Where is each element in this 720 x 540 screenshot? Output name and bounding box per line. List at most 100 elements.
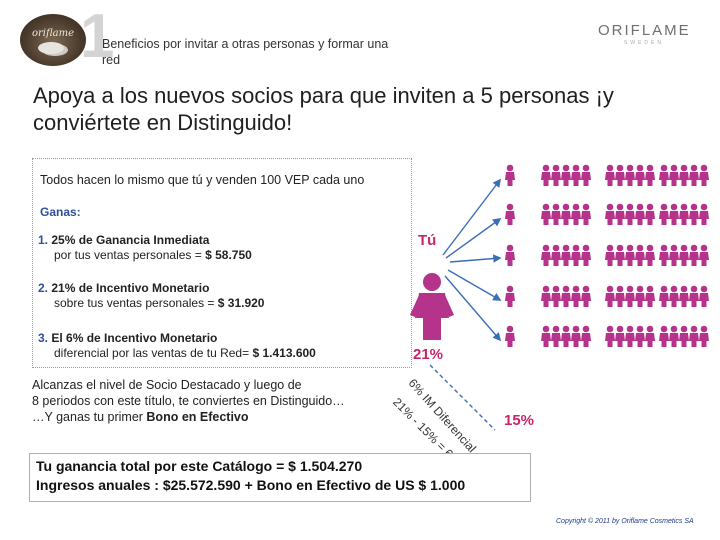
arrow-to-partner-4	[447, 269, 502, 301]
partner-figure	[551, 244, 561, 266]
partner-figure	[581, 164, 591, 186]
partner-figure	[669, 285, 679, 307]
partner-figure	[699, 164, 709, 186]
main-title: Apoya a los nuevos socios para que invit…	[33, 83, 614, 135]
earning-item-number: 1.	[38, 233, 49, 247]
partner-figure	[505, 244, 515, 266]
percent-21-label: 21%	[413, 346, 444, 363]
partner-figure	[699, 285, 709, 307]
partner-figure	[625, 164, 635, 186]
partner-figure	[659, 285, 669, 307]
partner-figure	[571, 325, 581, 347]
achievement-line-3: …Y ganas tu primer	[32, 410, 147, 424]
partner-figure	[541, 325, 551, 347]
arrow-to-partner-2	[445, 218, 502, 259]
partner-figure	[669, 203, 679, 225]
earning-item-title: 21% de Incentivo Monetario	[51, 281, 210, 295]
partner-figure	[615, 325, 625, 347]
achievement-line-2: 8 periodos con este título, te convierte…	[32, 394, 345, 408]
partner-figure	[581, 203, 591, 225]
slide-header-title: Beneficios por invitar a otras personas …	[102, 37, 389, 67]
total-catalog-earnings: Tu ganancia total por este Catálogo = $ …	[36, 458, 363, 474]
partner-figure	[505, 325, 515, 347]
partner-figure	[605, 203, 615, 225]
cash-bonus-text: Bono en Efectivo	[146, 410, 249, 424]
partner-figure	[635, 203, 645, 225]
partner-figure	[679, 164, 689, 186]
partner-figure	[699, 244, 709, 266]
partner-figure	[659, 164, 669, 186]
partner-figure	[605, 285, 615, 307]
partner-figure	[659, 244, 669, 266]
earnings-box-outline	[32, 158, 412, 368]
partner-figure	[645, 325, 655, 347]
partner-figure	[659, 325, 669, 347]
earnings-heading: Ganas:	[40, 205, 81, 219]
partner-figure	[699, 203, 709, 225]
partner-row-3	[505, 244, 709, 266]
partner-figure	[605, 325, 615, 347]
partner-figure	[689, 244, 699, 266]
partner-figure	[645, 244, 655, 266]
you-label: Tú	[418, 232, 437, 249]
earning-item-3: 3. El 6% de Incentivo Monetario diferenc…	[38, 331, 316, 361]
partner-figure	[689, 203, 699, 225]
partner-figure	[541, 244, 551, 266]
partner-figure	[615, 244, 625, 266]
earning-item-number: 3.	[38, 331, 49, 345]
earning-item-title: El 6% de Incentivo Monetario	[51, 331, 218, 345]
partner-figure	[551, 325, 561, 347]
oriflame-product-logo: oriflame	[20, 14, 86, 66]
product-image	[38, 42, 64, 54]
partner-row-4	[505, 285, 709, 307]
partner-figure	[689, 285, 699, 307]
partner-figure	[669, 244, 679, 266]
partner-figure	[605, 244, 615, 266]
partner-figure	[625, 244, 635, 266]
partner-figure	[635, 325, 645, 347]
partner-figure	[635, 285, 645, 307]
partner-figure	[645, 285, 655, 307]
partner-row-1	[505, 164, 709, 186]
partner-row-2	[505, 203, 709, 225]
slide-number: 1	[80, 2, 115, 71]
partner-figure	[551, 285, 561, 307]
achievement-text: Alcanzas el nivel de Socio Destacado y l…	[32, 377, 392, 425]
partner-figure	[615, 203, 625, 225]
partner-figure	[571, 244, 581, 266]
logo-script-text: oriflame	[32, 28, 75, 39]
earning-item-2: 2. 21% de Incentivo Monetario sobre tus …	[38, 281, 264, 311]
everyone-statement: Todos hacen lo mismo que tú y venden 100…	[40, 173, 365, 187]
partner-figure	[581, 325, 591, 347]
partner-figure	[645, 164, 655, 186]
earning-item-desc: sobre tus ventas personales =	[54, 296, 218, 310]
achievement-line-1: Alcanzas el nivel de Socio Destacado y l…	[32, 378, 302, 392]
arrow-to-partner-1	[442, 178, 502, 256]
partner-figure	[625, 325, 635, 347]
annual-income: Ingresos anuales : $25.572.590 + Bono en…	[36, 477, 466, 493]
earning-item-desc: diferencial por las ventas de tu Red=	[54, 346, 253, 360]
partner-figure	[689, 164, 699, 186]
brand-logo: ORIFLAME	[598, 22, 691, 39]
partner-figure	[581, 244, 591, 266]
percent-15-label: 15%	[504, 412, 535, 429]
earning-item-amount: $ 58.750	[205, 248, 252, 262]
partner-figure	[581, 285, 591, 307]
partner-figure	[615, 285, 625, 307]
arrow-to-partner-5	[444, 275, 502, 342]
partner-figure	[541, 203, 551, 225]
connection-arrows	[429, 178, 502, 431]
partner-figure	[505, 203, 515, 225]
partner-figure	[635, 164, 645, 186]
earning-item-number: 2.	[38, 281, 49, 295]
partner-figure	[669, 164, 679, 186]
partner-figure	[635, 244, 645, 266]
partner-figure	[689, 325, 699, 347]
partner-figure	[561, 164, 571, 186]
partner-figure	[571, 285, 581, 307]
partner-figure	[561, 203, 571, 225]
partner-figure	[605, 164, 615, 186]
dashed-differential-line	[429, 364, 496, 431]
earning-item-desc: por tus ventas personales =	[54, 248, 206, 262]
